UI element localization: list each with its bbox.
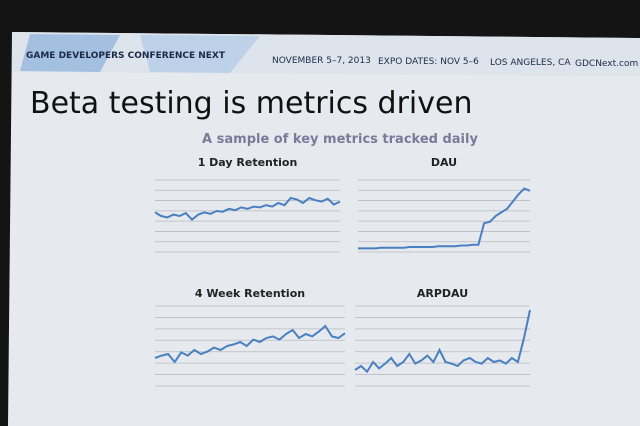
data-line <box>154 196 341 221</box>
banner-shape <box>20 34 120 72</box>
dates: NOVEMBER 5–7, 2013 <box>272 56 371 66</box>
expo-dates: EXPO DATES: NOV 5–6 <box>378 57 479 67</box>
data-line <box>154 324 346 364</box>
slide <box>8 32 640 426</box>
chart-title: 1 Day Retention <box>198 156 298 169</box>
site: GDCNext.com <box>575 59 638 69</box>
chart-title: ARPDAU <box>417 287 468 300</box>
conference-name: GAME DEVELOPERS CONFERENCE NEXT <box>26 51 226 61</box>
data-line <box>358 187 531 250</box>
chart-title: DAU <box>431 156 457 169</box>
slide-subtitle: A sample of key metrics tracked daily <box>202 132 478 147</box>
chart-title: 4 Week Retention <box>195 287 305 300</box>
banner-shape <box>140 35 260 73</box>
location: LOS ANGELES, CA <box>490 58 571 68</box>
data-line <box>354 309 531 374</box>
slide-title: Beta testing is metrics driven <box>30 86 472 121</box>
